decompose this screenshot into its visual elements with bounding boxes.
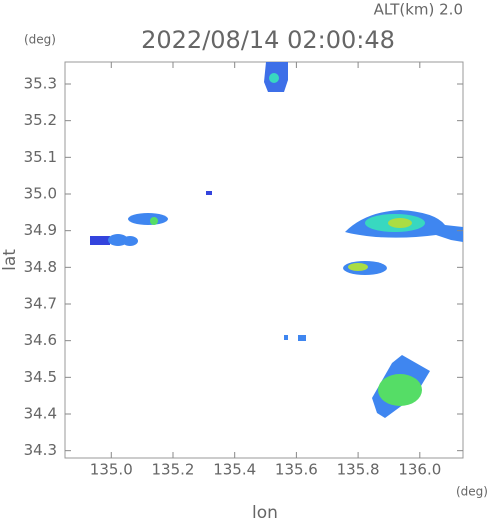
x-tick-label: 135.6 [275,461,318,479]
x-tick-label: 135.8 [337,461,380,479]
y-tick-label: 35.1 [24,148,57,166]
x-tick-label: 135.0 [90,461,133,479]
echo [128,213,168,225]
chart-title: 2022/08/14 02:00:48 [141,26,395,54]
x-tick-label: 136.0 [398,461,441,479]
echo [388,218,412,228]
echo [298,335,306,341]
echo [378,374,422,406]
y-tick-label: 35.3 [24,75,57,93]
y-tick-label: 35.2 [24,111,57,129]
y-unit: (deg) [24,33,56,47]
y-tick-label: 34.8 [24,258,57,276]
echo [348,263,368,271]
echo [150,217,158,225]
x-axis-label: lon [252,503,278,521]
x-tick-label: 135.2 [152,461,195,479]
echo [90,236,110,245]
y-tick-label: 34.9 [24,221,57,239]
y-axis-label: lat [0,249,20,271]
y-tick-label: 35.0 [24,185,57,203]
y-tick-label: 34.5 [24,368,57,386]
y-tick-label: 34.4 [24,405,57,423]
y-tick-label: 34.7 [24,295,57,313]
echoes [90,62,463,418]
x-unit: (deg) [456,485,488,499]
echo [122,236,138,246]
y-tick-label: 34.3 [24,441,57,459]
echo [206,191,212,195]
plot-frame [64,61,464,459]
x-tick-label: 135.4 [213,461,256,479]
y-tick-label: 34.6 [24,331,57,349]
altitude-label: ALT(km) 2.0 [374,1,463,19]
echo [284,335,288,340]
echo [269,73,279,83]
